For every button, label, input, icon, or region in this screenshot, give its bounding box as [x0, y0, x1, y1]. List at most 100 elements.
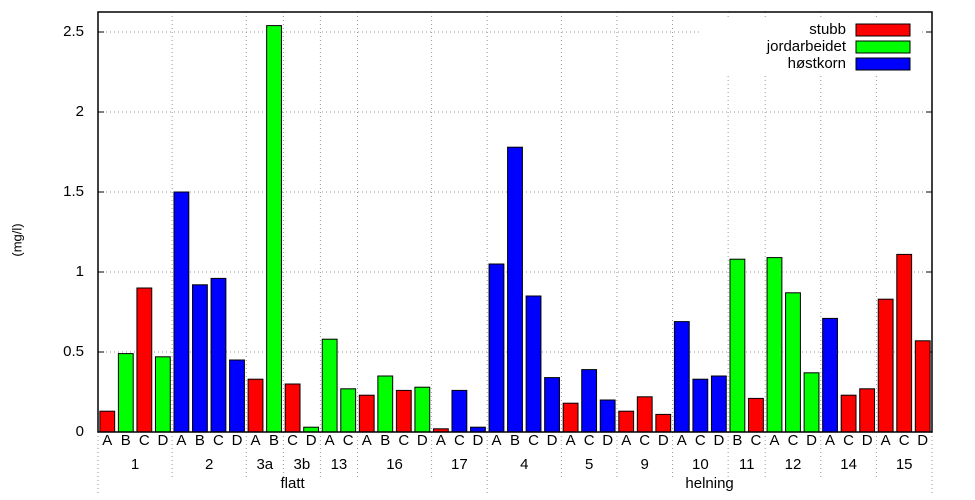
bar	[284, 383, 301, 433]
bar	[136, 287, 153, 433]
x-tick-label: D	[862, 432, 873, 449]
bar	[803, 372, 820, 433]
x-tick-label: A	[825, 432, 835, 449]
legend-swatch	[855, 57, 911, 71]
y-tick-label: 1.5	[63, 183, 84, 200]
group-label: 15	[896, 456, 913, 473]
x-tick-label: C	[751, 432, 762, 449]
group-label: 3a	[256, 456, 273, 473]
x-tick-label: C	[528, 432, 539, 449]
bar	[154, 356, 171, 433]
x-tick-label: C	[213, 432, 224, 449]
x-tick-label: B	[121, 432, 131, 449]
bar	[655, 413, 672, 433]
x-tick-label: D	[713, 432, 724, 449]
super-label: flatt	[281, 475, 306, 492]
bar	[581, 369, 598, 433]
legend-swatch	[855, 23, 911, 37]
bar	[507, 146, 523, 433]
x-tick-label: A	[362, 432, 372, 449]
x-tick-label: C	[843, 432, 854, 449]
x-tick-label: D	[306, 432, 317, 449]
bar	[117, 353, 134, 433]
bar	[229, 359, 245, 433]
x-tick-label: B	[732, 432, 742, 449]
bar	[673, 321, 690, 433]
x-tick-label: C	[398, 432, 409, 449]
bar	[340, 388, 357, 433]
bar	[99, 410, 116, 433]
x-tick-label: A	[176, 432, 186, 449]
x-tick-label: D	[658, 432, 669, 449]
group-label: 16	[386, 456, 403, 473]
x-tick-label: A	[621, 432, 631, 449]
bar	[414, 386, 431, 433]
x-tick-label: C	[139, 432, 150, 449]
bar	[192, 284, 208, 433]
x-tick-label: B	[510, 432, 520, 449]
x-tick-label: C	[788, 432, 799, 449]
bar	[692, 378, 709, 433]
bar	[599, 399, 616, 433]
plot-frame	[97, 11, 933, 433]
bar	[266, 25, 282, 433]
legend-label: stubb	[809, 21, 846, 38]
y-axis-label: (mg/l)	[9, 223, 24, 256]
bar	[877, 298, 894, 433]
x-tick-label: C	[899, 432, 910, 449]
bar	[766, 257, 783, 433]
group-label: 11	[739, 456, 755, 473]
x-tick-label: A	[881, 432, 891, 449]
x-tick-label: C	[584, 432, 595, 449]
bar	[748, 397, 764, 433]
bar	[840, 394, 857, 433]
bar	[914, 340, 931, 433]
x-tick-label: D	[157, 432, 168, 449]
x-tick-label: A	[251, 432, 261, 449]
bar	[896, 253, 913, 433]
group-label: 3b	[294, 456, 311, 473]
x-tick-label: A	[102, 432, 112, 449]
y-tick-label: 2.5	[63, 23, 84, 40]
bar	[247, 378, 264, 433]
bar	[859, 388, 876, 433]
x-tick-label: D	[917, 432, 928, 449]
bar	[173, 191, 190, 433]
x-tick-label: D	[806, 432, 817, 449]
x-tick-label: B	[380, 432, 390, 449]
x-tick-label: D	[417, 432, 428, 449]
group-label: 10	[692, 456, 709, 473]
bar	[525, 295, 542, 433]
group-label: 9	[641, 456, 649, 473]
group-label: 4	[520, 456, 528, 473]
x-tick-label: C	[695, 432, 706, 449]
group-label: 1	[131, 456, 139, 473]
y-tick-label: 0.5	[63, 343, 84, 360]
x-tick-label: D	[473, 432, 484, 449]
group-label: 2	[205, 456, 213, 473]
bar	[358, 394, 375, 433]
bar	[729, 258, 746, 433]
legend-label: høstkorn	[788, 55, 846, 72]
bar	[710, 375, 727, 433]
group-label: 17	[451, 456, 468, 473]
x-tick-label: A	[677, 432, 687, 449]
group-label: 5	[585, 456, 593, 473]
bar	[451, 389, 468, 433]
x-tick-label: D	[232, 432, 243, 449]
bar	[562, 402, 579, 433]
bar	[488, 263, 505, 433]
bar	[544, 377, 560, 433]
x-tick-label: B	[269, 432, 279, 449]
group-label: 13	[331, 456, 348, 473]
bar	[377, 375, 394, 433]
y-tick-label: 0	[76, 423, 84, 440]
y-tick-label: 2	[76, 103, 84, 120]
x-tick-label: A	[325, 432, 335, 449]
x-tick-label: A	[436, 432, 446, 449]
x-tick-label: C	[639, 432, 650, 449]
bar	[210, 277, 227, 433]
x-tick-label: A	[769, 432, 779, 449]
bar	[785, 292, 801, 433]
